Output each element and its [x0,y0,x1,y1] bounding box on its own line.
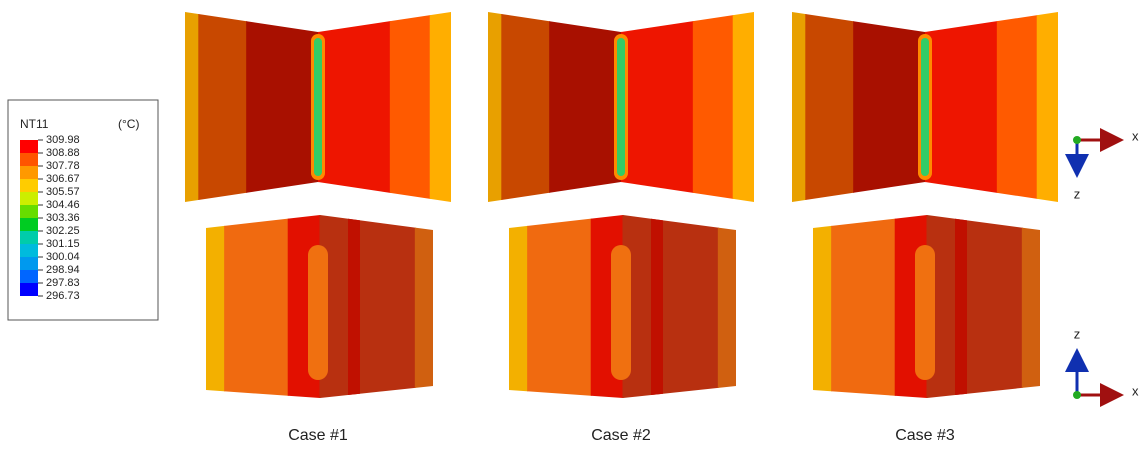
page: NT11 (°C) 309.98308.88307.78306.67305.57… [0,0,1139,449]
contour-band [1022,212,1041,402]
top-panel [792,10,1059,205]
right-band [955,212,967,402]
contour-band [198,10,247,205]
legend-label: 307.78 [46,160,80,172]
legend-swatch [20,257,38,270]
contour-band [224,212,289,402]
contour-band [1037,10,1059,205]
panels: Case #1 Case #2 Case #3 [185,10,1059,444]
legend-swatch [20,205,38,218]
contour-band [415,212,434,402]
axis-label: x [1132,128,1139,143]
contour-band [246,10,319,205]
legend-label: 298.94 [46,264,80,276]
legend-label: 308.88 [46,147,80,159]
legend-swatch [20,283,38,296]
legend-label: 305.57 [46,186,80,198]
legend-label: 301.15 [46,238,80,250]
legend-swatch [20,244,38,257]
bottom-panel [206,212,434,402]
bottom-panel [813,212,1041,402]
contour-band [853,10,926,205]
top-panel [488,10,755,205]
legend-label: 300.04 [46,251,80,263]
rod-shadow [915,245,935,380]
contour-band [792,10,806,205]
contour-band [318,10,391,205]
legend-label: 296.73 [46,290,80,302]
contour-band [320,212,416,402]
contour-band [501,10,550,205]
contour-band [621,10,694,205]
contour-band [925,10,998,205]
legend-swatch [20,218,38,231]
legend-swatch [20,192,38,205]
rod-shadow [611,245,631,380]
case-label: Case #2 [591,427,651,444]
legend-swatch [20,179,38,192]
top-panel [185,10,452,205]
hot-rod-core [617,38,625,176]
legend-label: 304.46 [46,199,80,211]
legend-label: 309.98 [46,134,80,146]
case-label: Case #1 [288,427,348,444]
legend-swatch [20,270,38,283]
axis-label: z [1074,186,1081,201]
contour-band [623,212,719,402]
contour-band [997,10,1038,205]
contour-band [206,212,225,402]
right-band [348,212,360,402]
bottom-panel [509,212,737,402]
contour-band [805,10,854,205]
figure: NT11 (°C) 309.98308.88307.78306.67305.57… [0,0,1139,444]
contour-band [527,212,592,402]
axis-triad-bottom: x z [1073,326,1139,399]
legend-swatch [20,231,38,244]
contour-band [488,10,502,205]
contour-band [693,10,734,205]
contour-band [927,212,1023,402]
hot-rod-core [921,38,929,176]
contour-band [390,10,431,205]
contour-band [733,10,755,205]
legend-unit: (°C) [118,117,139,131]
axis-triad-top: x z [1073,128,1139,201]
contour-band [509,212,528,402]
contour-band [813,212,832,402]
contour-band [549,10,622,205]
legend-label: 306.67 [46,173,80,185]
axis-label: x [1132,383,1139,398]
legend-title: NT11 [20,117,49,131]
rod-shadow [308,245,328,380]
contour-band [430,10,452,205]
legend-label: 302.25 [46,225,80,237]
legend-swatch [20,140,38,153]
right-band [651,212,663,402]
legend: 309.98308.88307.78306.67305.57304.46303.… [20,134,80,302]
contour-band [831,212,896,402]
legend-swatch [20,166,38,179]
axis-label: z [1074,326,1081,341]
legend-label: 303.36 [46,212,80,224]
contour-band [185,10,199,205]
contour-band [718,212,737,402]
hot-rod-core [314,38,322,176]
legend-swatch [20,153,38,166]
case-label: Case #3 [895,427,955,444]
legend-label: 297.83 [46,277,80,289]
